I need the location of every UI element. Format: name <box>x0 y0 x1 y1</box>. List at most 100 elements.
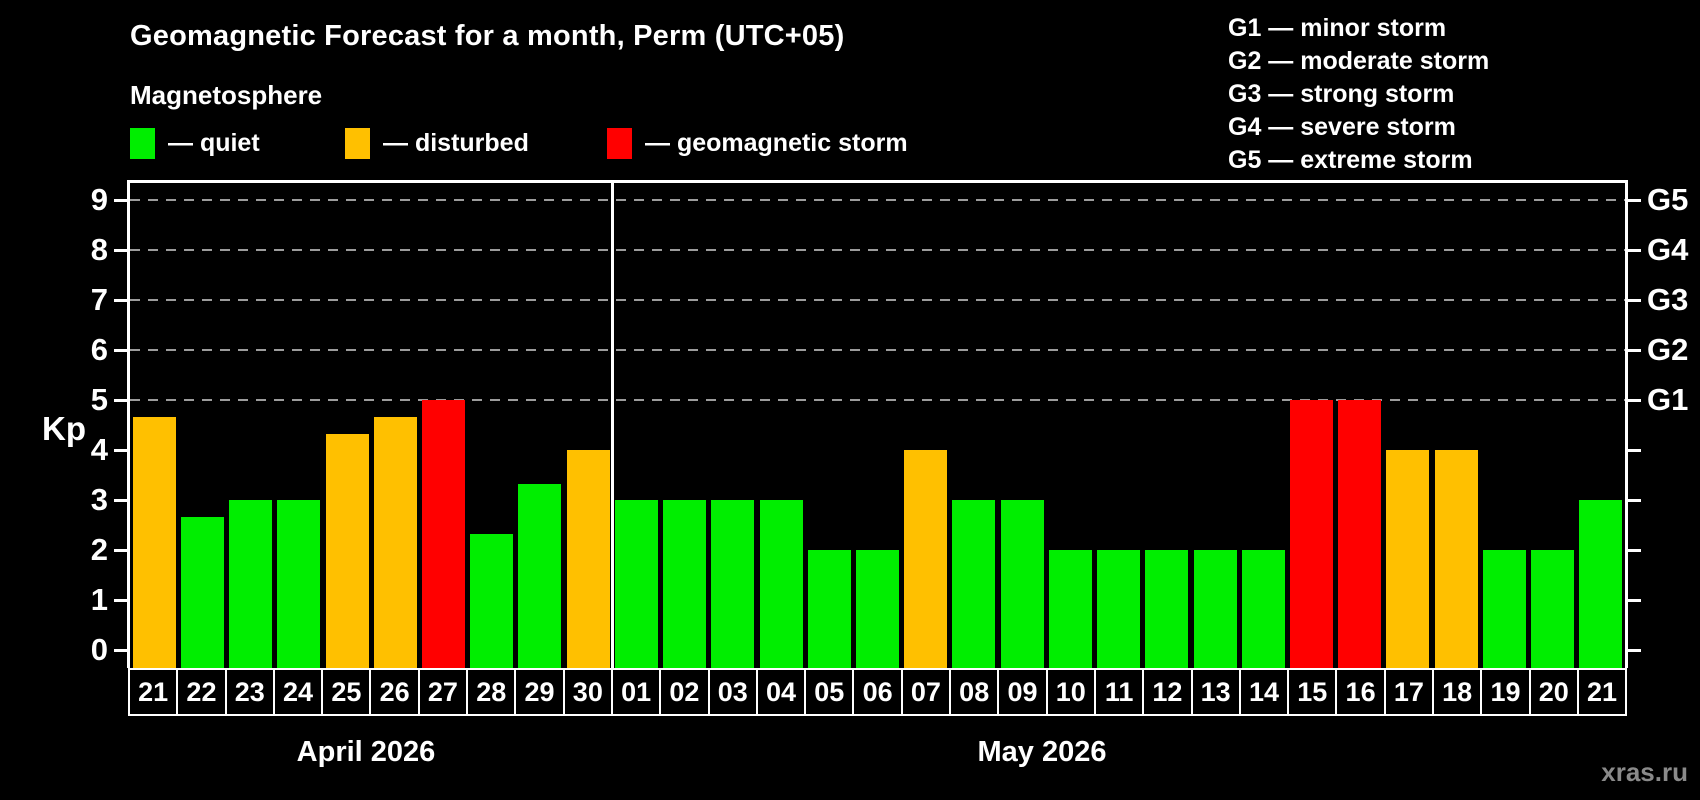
day-label-apr-28: 28 <box>468 668 517 716</box>
day-label-apr-24: 24 <box>274 668 324 716</box>
kp-bar-19 <box>1048 550 1092 668</box>
right-axis-label-g2: G2 <box>1647 332 1689 367</box>
legend-item-disturbed: — disturbed <box>345 127 529 159</box>
day-label-may-01: 01 <box>612 668 662 716</box>
gridline-kp9 <box>130 199 1625 201</box>
day-label-apr-23: 23 <box>226 668 275 716</box>
day-label-may-17: 17 <box>1385 668 1435 716</box>
kp-bar-2 <box>229 500 273 668</box>
kp-bar-10 <box>614 500 658 668</box>
day-label-may-11: 11 <box>1095 668 1145 716</box>
month-label-april: April 2026 <box>296 736 436 768</box>
y-tick-label-2: 2 <box>90 532 108 567</box>
y-axis-tick-6 <box>114 348 127 352</box>
day-label-apr-29: 29 <box>516 668 565 716</box>
right-axis-tick-0 <box>1628 648 1641 652</box>
y-axis-tick-9 <box>114 198 127 202</box>
kp-bar-0 <box>132 416 176 668</box>
quiet-color-swatch-icon <box>130 127 155 159</box>
day-label-apr-26: 26 <box>371 668 420 716</box>
y-tick-label-5: 5 <box>90 382 108 417</box>
day-label-may-07: 07 <box>902 668 952 716</box>
day-label-may-09: 09 <box>999 668 1048 716</box>
disturbed-color-swatch-icon <box>345 127 370 159</box>
watermark: xras.ru <box>1601 757 1688 787</box>
plot-area <box>127 180 1628 668</box>
day-label-may-13: 13 <box>1192 668 1241 716</box>
kp-bar-5 <box>373 416 417 668</box>
legend-label-disturbed: — disturbed <box>383 128 529 157</box>
y-tick-label-4: 4 <box>90 432 108 467</box>
y-tick-label-1: 1 <box>90 582 108 617</box>
right-axis-label-g5: G5 <box>1647 182 1689 217</box>
y-axis-tick-7 <box>114 298 127 302</box>
y-axis-tick-4 <box>114 448 127 452</box>
right-axis-label-g3: G3 <box>1647 282 1689 317</box>
magnetosphere-label: Magnetosphere <box>130 80 323 110</box>
day-label-may-15: 15 <box>1289 668 1338 716</box>
g3-legend-line: G3 — strong storm <box>1228 80 1455 108</box>
gridline-kp8 <box>130 249 1625 251</box>
right-axis-tick-5 <box>1628 398 1641 402</box>
kp-bar-20 <box>1097 550 1141 668</box>
day-label-may-19: 19 <box>1482 668 1531 716</box>
right-axis-tick-1 <box>1628 598 1641 602</box>
g5-legend-line: G5 — extreme storm <box>1228 146 1473 174</box>
day-label-may-16: 16 <box>1337 668 1386 716</box>
month-label-may: May 2026 <box>977 736 1107 768</box>
storm-scale-legend: G1 — minor storm G2 — moderate storm G3 … <box>1228 12 1489 177</box>
kp-bar-7 <box>470 533 514 668</box>
kp-bar-28 <box>1482 550 1526 668</box>
kp-bar-24 <box>1290 400 1334 668</box>
kp-bar-22 <box>1193 550 1237 668</box>
day-axis: 21 22 23 24 25 26 27 28 29 30 01 02 03 04 05 06 07 08 09 10… <box>128 668 1628 716</box>
y-axis-tick-1 <box>114 598 127 602</box>
day-label-may-02: 02 <box>661 668 710 716</box>
kp-bar-12 <box>711 500 755 668</box>
day-label-may-12: 12 <box>1144 668 1193 716</box>
kp-bar-27 <box>1434 450 1478 668</box>
y-axis-title: Kp <box>42 410 86 447</box>
day-label-apr-25: 25 <box>323 668 372 716</box>
day-label-may-08: 08 <box>951 668 1000 716</box>
legend-label-quiet: — quiet <box>168 128 260 157</box>
right-axis-tick-6 <box>1628 348 1641 352</box>
day-label-may-21: 21 <box>1578 668 1628 716</box>
y-tick-label-7: 7 <box>90 282 108 317</box>
day-label-may-10: 10 <box>1047 668 1096 716</box>
right-axis-tick-2 <box>1628 548 1641 552</box>
y-axis-tick-2 <box>114 548 127 552</box>
gridline-kp6 <box>130 349 1625 351</box>
right-axis-label-g4: G4 <box>1647 232 1689 267</box>
kp-bar-4 <box>325 433 369 668</box>
day-label-apr-27: 27 <box>419 668 469 716</box>
kp-bar-14 <box>807 550 851 668</box>
kp-bar-30 <box>1579 500 1623 668</box>
day-label-may-05: 05 <box>806 668 855 716</box>
y-tick-label-3: 3 <box>90 482 108 517</box>
y-tick-label-8: 8 <box>90 232 108 267</box>
day-label-may-14: 14 <box>1240 668 1290 716</box>
right-axis-label-g1: G1 <box>1647 382 1689 417</box>
right-axis-tick-9 <box>1628 198 1641 202</box>
y-axis-tick-0 <box>114 648 127 652</box>
day-label-apr-21: 21 <box>128 668 179 716</box>
legend-label-storm: — geomagnetic storm <box>645 128 908 157</box>
storm-color-swatch-icon <box>607 127 632 159</box>
y-tick-label-9: 9 <box>90 182 108 217</box>
g2-legend-line: G2 — moderate storm <box>1228 47 1490 75</box>
y-tick-label-0: 0 <box>90 632 108 667</box>
kp-bar-18 <box>1000 500 1044 668</box>
kp-bar-11 <box>663 500 707 668</box>
month-separator-line <box>610 183 614 668</box>
day-label-may-20: 20 <box>1530 668 1579 716</box>
kp-bar-29 <box>1531 550 1575 668</box>
kp-bar-15 <box>855 550 899 668</box>
day-label-may-03: 03 <box>709 668 758 716</box>
g4-legend-line: G4 — severe storm <box>1228 113 1456 141</box>
day-label-may-04: 04 <box>757 668 807 716</box>
kp-bar-3 <box>277 500 321 668</box>
kp-bar-9 <box>566 450 610 668</box>
day-label-apr-30: 30 <box>564 668 613 716</box>
